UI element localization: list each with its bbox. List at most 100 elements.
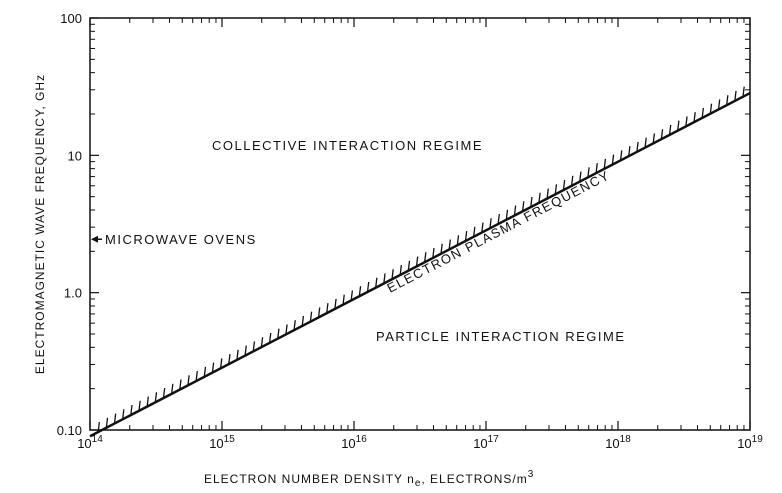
hatch-mark: [375, 277, 378, 288]
hatch-mark: [293, 320, 296, 331]
hatch-mark: [579, 171, 582, 182]
hatch-mark: [415, 256, 419, 267]
x-tick-label: 1015: [209, 434, 235, 451]
x-tick-label-base: 10: [605, 436, 619, 451]
x-axis-title-superscript: 3: [528, 469, 535, 480]
hatch-mark: [399, 264, 403, 276]
hatch-mark: [628, 146, 631, 157]
hatch-mark: [138, 400, 141, 411]
hatch-mark: [170, 383, 174, 394]
x-axis-title-main: ELECTRON NUMBER DENSITY n: [204, 472, 415, 486]
hatch-mark: [693, 112, 696, 123]
hatch-mark: [546, 188, 549, 199]
hatch-mark: [505, 209, 509, 220]
x-axis-title: ELECTRON NUMBER DENSITY ne, ELECTRONS/m3: [204, 469, 534, 489]
hatch-mark: [521, 201, 525, 212]
hatch-mark: [122, 409, 125, 420]
region-label-collective: COLLECTIVE INTERACTION REGIME: [212, 138, 483, 153]
hatch-mark: [538, 192, 541, 203]
hatch-mark: [726, 95, 729, 106]
x-tick-label-exponent: 16: [356, 434, 368, 445]
hatch-mark: [203, 366, 207, 377]
hatch-mark: [448, 239, 451, 250]
hatch-mark: [130, 404, 133, 416]
x-tick-label: 1016: [341, 434, 367, 451]
hatch-mark: [195, 371, 198, 382]
x-tick-label-exponent: 18: [620, 434, 632, 445]
plot-frame: [89, 17, 751, 431]
hatch-mark: [252, 341, 256, 352]
hatch-mark: [717, 99, 721, 110]
hatch-mark: [554, 184, 558, 195]
hatch-mark: [701, 107, 705, 119]
hatch-mark: [211, 362, 215, 373]
x-tick-label: 1019: [737, 434, 763, 451]
hatch-mark: [334, 298, 337, 310]
x-tick-label-exponent: 19: [752, 434, 764, 445]
y-tick-label: 1.0: [64, 286, 82, 301]
x-tick-label-base: 10: [341, 436, 355, 451]
hatch-mark: [366, 281, 370, 293]
hatch-mark: [677, 120, 680, 131]
hatch-mark: [530, 197, 533, 208]
microwave-ovens-label: MICROWAVE OVENS: [105, 232, 257, 247]
hatch-mark: [481, 222, 484, 233]
microwave-ovens-annotation: MICROWAVE OVENS: [91, 232, 257, 247]
x-tick-label-exponent: 14: [92, 434, 104, 445]
x-axis-title-subscript: e: [415, 478, 422, 489]
x-tick-label-base: 10: [77, 436, 91, 451]
hatch-mark: [432, 247, 435, 259]
hatch-mark: [187, 375, 190, 386]
hatch-mark: [285, 324, 288, 335]
hatch-mark: [685, 116, 688, 127]
hatch-mark: [464, 230, 468, 242]
hatch-mark: [358, 286, 362, 297]
region-label-particle: PARTICLE INTERACTION REGIME: [376, 329, 626, 344]
hatch-mark: [456, 235, 460, 246]
hatch-mark: [570, 175, 574, 186]
hatch-mark: [219, 358, 223, 369]
hatch-mark: [260, 337, 264, 348]
x-tick-label-base: 10: [473, 436, 487, 451]
x-tick-label: 1014: [77, 434, 103, 451]
axis-ticks: [89, 17, 751, 431]
x-tick-labels: 1014 1015 1016 1017 1018 1019: [77, 434, 763, 451]
hatch-mark: [236, 349, 239, 360]
hatch-mark: [489, 218, 492, 229]
hatch-mark: [603, 158, 607, 169]
x-tick-label-base: 10: [209, 436, 223, 451]
x-tick-label-exponent: 17: [488, 434, 500, 445]
hatch-mark: [562, 180, 566, 191]
y-tick-label: 100: [60, 11, 82, 26]
hatch-mark: [179, 379, 182, 390]
hatch-mark: [277, 328, 280, 339]
hatch-mark: [342, 294, 345, 305]
hatch-mark: [734, 90, 737, 102]
hatch-mark: [244, 345, 247, 356]
arrow-left-icon: [91, 235, 98, 243]
hatch-mark: [652, 133, 656, 144]
hatch-mark: [228, 354, 231, 365]
y-tick-label: 0.10: [57, 423, 82, 438]
hatch-mark: [301, 315, 305, 327]
hatch-mark: [113, 413, 117, 424]
x-tick-label: 1017: [473, 434, 499, 451]
hatch-mark: [383, 273, 386, 284]
x-tick-label: 1018: [605, 434, 631, 451]
series-label-electron-plasma-frequency: ELECTRON PLASMA FREQUENCY: [384, 167, 612, 295]
hatch-mark: [407, 260, 411, 271]
hatch-mark: [326, 303, 329, 314]
hatch-mark: [497, 213, 500, 225]
hatch-mark: [644, 137, 647, 148]
series-hatch-marks: [97, 86, 745, 433]
y-tick-label: 10: [68, 148, 82, 163]
hatch-mark: [619, 150, 623, 161]
hatch-mark: [105, 417, 109, 428]
x-tick-label-base: 10: [737, 436, 751, 451]
hatch-mark: [472, 226, 476, 237]
hatch-mark: [162, 388, 166, 399]
hatch-mark: [709, 103, 713, 114]
hatch-mark: [391, 269, 394, 280]
hatch-mark: [513, 205, 517, 216]
